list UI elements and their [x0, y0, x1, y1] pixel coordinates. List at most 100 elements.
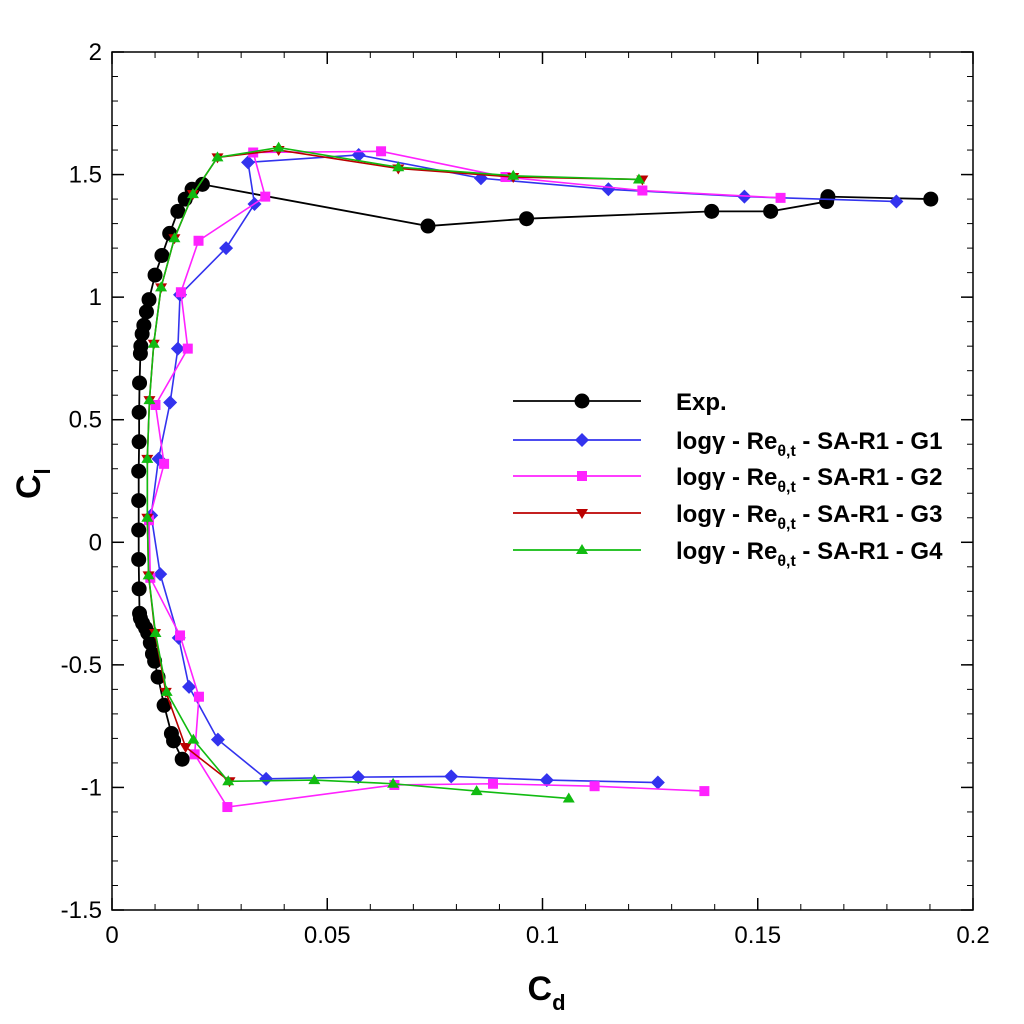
legend-label: Exp.: [676, 389, 727, 416]
data-point: [376, 146, 387, 157]
data-point: [637, 185, 648, 196]
plot-series: [131, 141, 939, 813]
data-point: [351, 770, 366, 785]
legend-label: logγ - Reθ,t - SA-R1 - G2: [676, 464, 942, 496]
data-point: [163, 395, 178, 410]
data-point: [141, 292, 157, 308]
x-axis-title-subscript: d: [552, 990, 565, 1015]
data-point: [131, 522, 147, 538]
legend-entry: logγ - Reθ,t - SA-R1 - G2: [513, 464, 942, 496]
y-tick-label: -0.5: [61, 652, 102, 679]
y-tick-label: 0.5: [69, 407, 102, 434]
data-point: [704, 203, 720, 219]
x-tick-label: 0: [105, 922, 118, 949]
legend-label: logγ - Reθ,t - SA-R1 - G3: [676, 501, 942, 533]
data-point: [219, 241, 234, 256]
y-tick-label: 2: [89, 39, 102, 66]
data-point: [272, 141, 285, 152]
x-tick-label: 0.15: [734, 922, 781, 949]
data-point: [170, 341, 185, 356]
data-point: [159, 458, 170, 469]
data-point: [131, 551, 147, 567]
data-point: [539, 773, 554, 788]
data-point: [420, 218, 436, 234]
data-point: [142, 569, 155, 580]
data-point: [175, 287, 186, 298]
legend-label: logγ - Reθ,t - SA-R1 - G4: [676, 538, 943, 570]
data-point: [763, 203, 779, 219]
legend-entry: logγ - Reθ,t - SA-R1 - G4: [513, 538, 943, 570]
data-point: [141, 452, 154, 463]
legend-entry: logγ - Reθ,t - SA-R1 - G3: [513, 501, 942, 533]
y-tick-label: 1: [89, 284, 102, 311]
data-point: [150, 669, 166, 685]
data-point: [153, 567, 168, 582]
data-point: [632, 173, 645, 184]
data-point: [141, 511, 154, 522]
data-point: [182, 679, 197, 694]
data-point: [131, 434, 147, 450]
data-point: [193, 691, 204, 702]
data-point: [187, 733, 200, 744]
data-point: [519, 211, 535, 227]
legend-entry: logγ - Reθ,t - SA-R1 - G1: [513, 428, 942, 460]
legend-label: logγ - Reθ,t - SA-R1 - G1: [676, 428, 942, 460]
legend-marker: [576, 544, 588, 554]
data-point: [150, 400, 161, 411]
series-g4: [141, 141, 645, 803]
legend-label-subscript: θ,t: [777, 443, 796, 460]
legend-marker: [574, 393, 590, 409]
data-point: [193, 235, 204, 246]
data-point: [194, 176, 210, 192]
y-tick-label: 0: [89, 529, 102, 556]
data-point: [259, 771, 274, 786]
data-point: [147, 267, 163, 283]
legend-label-tail: - SA-R1 - G3: [796, 501, 943, 528]
y-tick-label: -1.5: [61, 897, 102, 924]
data-point: [179, 742, 192, 753]
data-point: [650, 775, 665, 790]
data-point: [168, 232, 181, 243]
data-point: [222, 802, 233, 813]
data-point: [132, 605, 148, 621]
data-point: [131, 493, 147, 509]
legend-label-subscript: θ,t: [777, 516, 796, 533]
data-point: [163, 725, 179, 741]
data-point: [160, 685, 173, 696]
data-point: [131, 581, 147, 597]
legend-label-tail: - SA-R1 - G4: [796, 538, 943, 565]
data-point: [470, 785, 483, 796]
data-point: [699, 786, 710, 797]
data-point: [155, 281, 168, 292]
x-tick-label: 0.1: [526, 922, 559, 949]
data-point: [775, 192, 786, 203]
data-point: [444, 769, 459, 784]
legend-marker: [575, 433, 589, 447]
data-point: [132, 375, 148, 391]
legend-label-tail: - SA-R1 - G2: [796, 464, 943, 491]
data-point: [175, 630, 186, 641]
x-tick-label: 0.2: [956, 922, 989, 949]
legend-entry: Exp.: [513, 389, 727, 416]
data-point: [154, 247, 170, 263]
data-point: [889, 194, 904, 209]
data-point: [170, 203, 186, 219]
data-point: [211, 151, 224, 162]
data-point: [308, 774, 321, 785]
legend-marker: [577, 471, 587, 481]
data-point: [136, 317, 152, 333]
data-point: [589, 781, 600, 792]
data-point: [222, 775, 235, 786]
series-exp: [131, 176, 939, 767]
data-point: [820, 189, 836, 205]
data-point: [149, 626, 162, 637]
data-point: [131, 404, 147, 420]
legend-marker: [576, 509, 588, 519]
data-point: [601, 182, 616, 197]
data-point: [260, 191, 271, 202]
data-point: [387, 777, 400, 788]
